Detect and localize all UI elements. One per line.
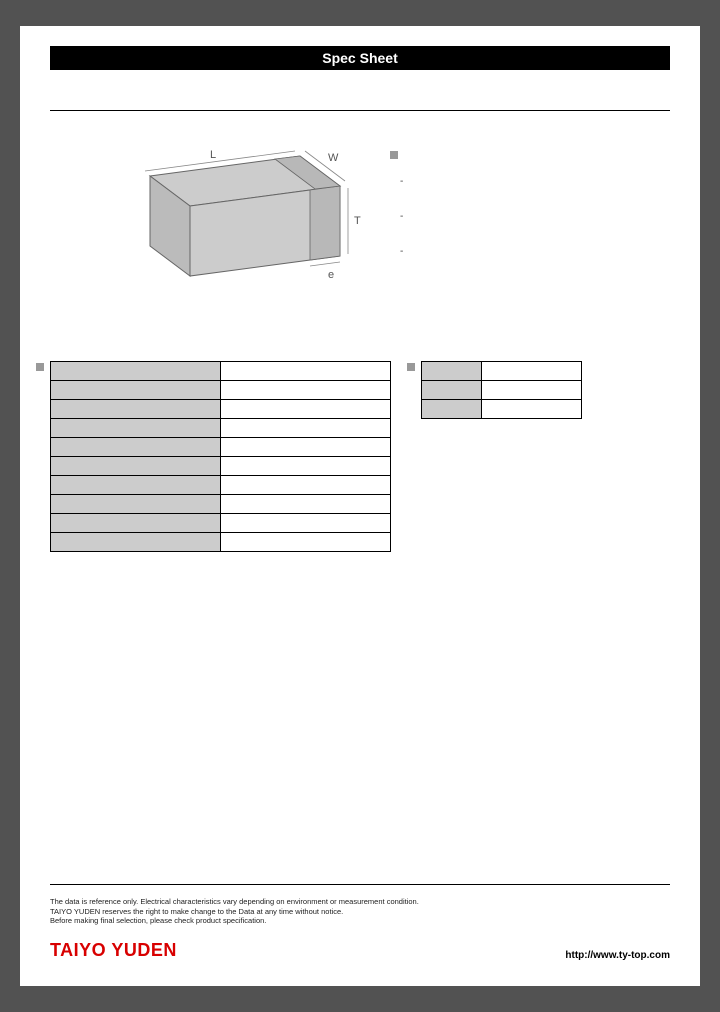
tables-section <box>50 361 670 552</box>
table-row <box>51 514 391 533</box>
note-item <box>390 246 670 257</box>
spec-value <box>221 362 391 381</box>
divider-footer <box>50 884 670 885</box>
title-text: Spec Sheet <box>322 50 397 66</box>
spec-label <box>51 476 221 495</box>
spec-value <box>221 381 391 400</box>
title-bar: Spec Sheet <box>50 46 670 70</box>
spec-value <box>221 514 391 533</box>
table-row <box>51 457 391 476</box>
spec-value <box>221 419 391 438</box>
spec-label <box>51 514 221 533</box>
pkg-label <box>422 362 482 381</box>
table-row <box>51 362 391 381</box>
spec-label <box>51 381 221 400</box>
disclaimer: The data is reference only. Electrical c… <box>50 897 670 926</box>
spec-label <box>51 400 221 419</box>
table-row <box>51 381 391 400</box>
chip-diagram-svg: L W T e <box>110 136 370 316</box>
dim-label-e: e <box>328 269 334 281</box>
spec-value <box>221 476 391 495</box>
dim-label-W: W <box>328 152 339 164</box>
notes-list <box>390 176 670 257</box>
dim-label-L: L <box>210 149 216 161</box>
spec-label <box>51 533 221 552</box>
upper-section: L W T e <box>50 136 670 321</box>
spec-value <box>221 438 391 457</box>
spec-table <box>50 361 391 552</box>
spec-label <box>51 362 221 381</box>
note-item <box>390 176 670 187</box>
page: Spec Sheet L W <box>20 26 700 986</box>
table-row <box>51 419 391 438</box>
disclaimer-line: The data is reference only. Electrical c… <box>50 897 670 907</box>
table-row <box>51 476 391 495</box>
spec-label <box>51 457 221 476</box>
pkg-value <box>482 400 582 419</box>
bullet-icon <box>407 363 415 371</box>
pkg-value <box>482 362 582 381</box>
bullet-icon <box>36 363 44 371</box>
pkg-label <box>422 381 482 400</box>
brand-logo: TAIYO YUDEN <box>50 940 177 961</box>
pkg-table-block <box>421 361 582 552</box>
pkg-table <box>421 361 582 419</box>
pkg-label <box>422 400 482 419</box>
disclaimer-line: Before making final selection, please ch… <box>50 916 670 926</box>
spec-value <box>221 457 391 476</box>
spec-label <box>51 495 221 514</box>
spec-value <box>221 533 391 552</box>
spec-label <box>51 438 221 457</box>
spec-value <box>221 495 391 514</box>
spec-table-block <box>50 361 391 552</box>
table-row <box>422 381 582 400</box>
pkg-value <box>482 381 582 400</box>
footer-bottom: TAIYO YUDEN http://www.ty-top.com <box>50 940 670 961</box>
table-row <box>51 533 391 552</box>
table-row <box>51 438 391 457</box>
spec-label <box>51 419 221 438</box>
notes-area <box>350 136 670 321</box>
note-item <box>390 211 670 222</box>
url-text: http://www.ty-top.com <box>565 950 670 961</box>
table-row <box>51 400 391 419</box>
component-diagram: L W T e <box>50 136 350 321</box>
divider-top <box>50 110 670 111</box>
table-row <box>422 400 582 419</box>
table-row <box>422 362 582 381</box>
footer: The data is reference only. Electrical c… <box>50 884 670 961</box>
spec-value <box>221 400 391 419</box>
bullet-icon <box>390 151 398 159</box>
disclaimer-line: TAIYO YUDEN reserves the right to make c… <box>50 907 670 917</box>
table-row <box>51 495 391 514</box>
